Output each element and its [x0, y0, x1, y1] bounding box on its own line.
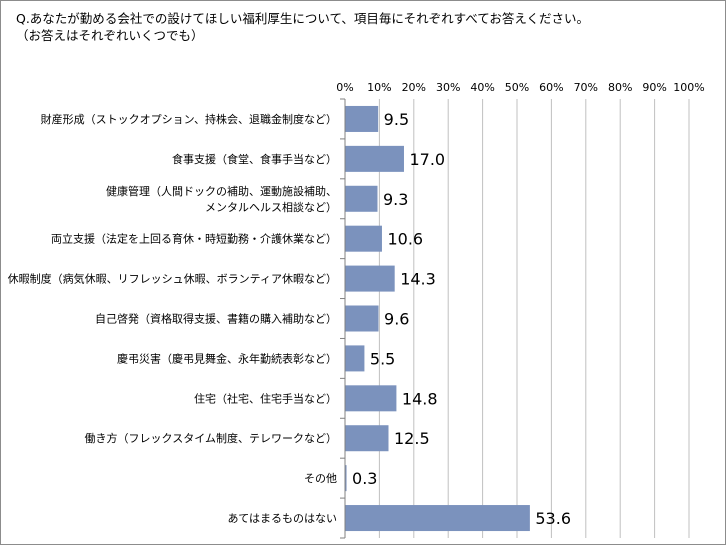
data-label: 14.3	[400, 270, 436, 289]
data-label: 17.0	[409, 150, 445, 169]
x-tick-label: 60%	[539, 81, 563, 94]
category-label: 食事支援（食堂、食事手当など）	[172, 152, 337, 166]
category-label: 住宅（社宅、住宅手当など）	[194, 391, 337, 405]
category-label: 休暇制度（病気休暇、リフレッシュ休暇、ボランティア休暇など）	[8, 272, 337, 286]
bar	[345, 345, 365, 372]
category-label: 健康管理（人間ドックの補助、運動施設補助、	[106, 184, 337, 198]
category-label: 慶弔災害（慶弔見舞金、永年勤続表彰など）	[117, 351, 337, 365]
data-label: 10.6	[387, 230, 423, 249]
category-label: 財産形成（ストックオプション、持株会、退職金制度など）	[41, 112, 337, 126]
x-tick-label: 0%	[336, 81, 353, 94]
data-label: 53.6	[535, 509, 571, 528]
bar	[345, 465, 347, 492]
data-label: 14.8	[402, 389, 438, 408]
bar	[345, 185, 378, 212]
x-tick-label: 100%	[673, 81, 704, 94]
x-tick-label: 10%	[367, 81, 391, 94]
x-tick-label: 40%	[470, 81, 494, 94]
x-tick-label: 70%	[574, 81, 598, 94]
question-text: Q.あなたが勤める会社での設けてほしい福利厚生について、項目毎にそれぞれすべてお…	[16, 10, 716, 44]
data-label: 9.6	[384, 310, 409, 329]
question-line-2: （お答えはそれぞれいくつでも）	[16, 28, 204, 43]
bar	[345, 145, 404, 172]
category-label: その他	[304, 472, 337, 485]
bar	[345, 105, 379, 132]
category-label: メンタルヘルス相談など）	[205, 200, 337, 214]
category-label: 両立支援（法定を上回る育休・時短勤務・介護休業など）	[51, 232, 337, 246]
data-label: 5.5	[370, 349, 395, 368]
x-tick-label: 30%	[436, 81, 460, 94]
bar	[345, 265, 395, 292]
bar	[345, 425, 389, 452]
category-label: あてはまるものはない	[227, 512, 337, 525]
x-tick-label: 50%	[505, 81, 529, 94]
data-label: 0.3	[352, 469, 377, 488]
data-label: 12.5	[394, 429, 430, 448]
category-label: 働き方（フレックスタイム制度、テレワークなど）	[85, 431, 337, 445]
bar	[345, 505, 530, 532]
question-line-1: Q.あなたが勤める会社での設けてほしい福利厚生について、項目毎にそれぞれすべてお…	[16, 11, 589, 26]
x-tick-label: 90%	[642, 81, 666, 94]
bar	[345, 305, 379, 332]
data-label: 9.5	[384, 110, 409, 129]
category-label: 自己啓発（資格取得支援、書籍の購入補助など）	[95, 312, 337, 326]
bar	[345, 385, 397, 412]
x-tick-label: 80%	[608, 81, 632, 94]
bar	[345, 225, 382, 252]
data-label: 9.3	[383, 190, 408, 209]
x-tick-label: 20%	[402, 81, 426, 94]
